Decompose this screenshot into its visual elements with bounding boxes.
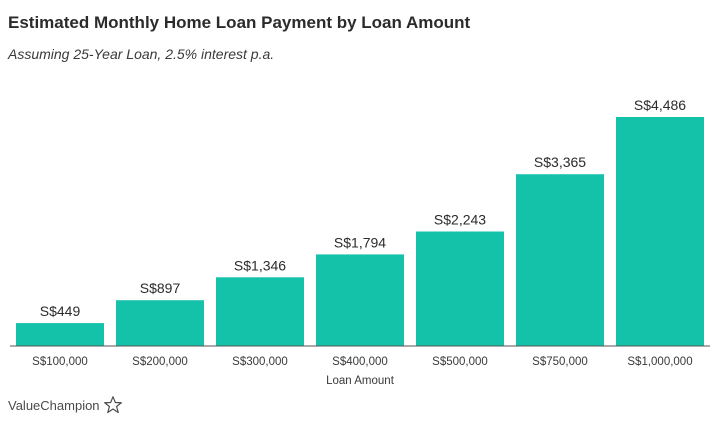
x-tick-label: S$100,000 [32,356,88,368]
data-label: S$449 [40,303,81,319]
data-label: S$1,794 [334,234,386,250]
data-label: S$4,486 [634,97,686,113]
x-tick-label: S$1,000,000 [627,356,692,368]
bar [516,174,604,346]
data-label: S$2,243 [434,212,486,228]
chart-title: Estimated Monthly Home Loan Payment by L… [8,13,471,32]
brand-logo: ValueChampion [8,395,123,415]
data-label: S$3,365 [534,154,586,170]
bar [116,300,204,346]
x-tick-label: S$200,000 [132,356,188,368]
bar [416,231,504,346]
x-tick-label: S$400,000 [332,356,388,368]
x-tick-label: S$300,000 [232,356,288,368]
star-outline-icon [103,396,122,414]
chart-subtitle: Assuming 25-Year Loan, 2.5% interest p.a… [8,46,275,62]
brand-name: ValueChampion [8,397,100,413]
bar [616,117,704,346]
x-axis-label: Loan Amount [326,375,395,387]
data-label: S$897 [140,280,181,296]
bar [216,277,304,346]
x-tick-label: S$750,000 [532,356,588,368]
bar [316,254,404,346]
x-tick-label: S$500,000 [432,356,488,368]
bar [16,323,104,346]
data-label: S$1,346 [234,257,286,273]
